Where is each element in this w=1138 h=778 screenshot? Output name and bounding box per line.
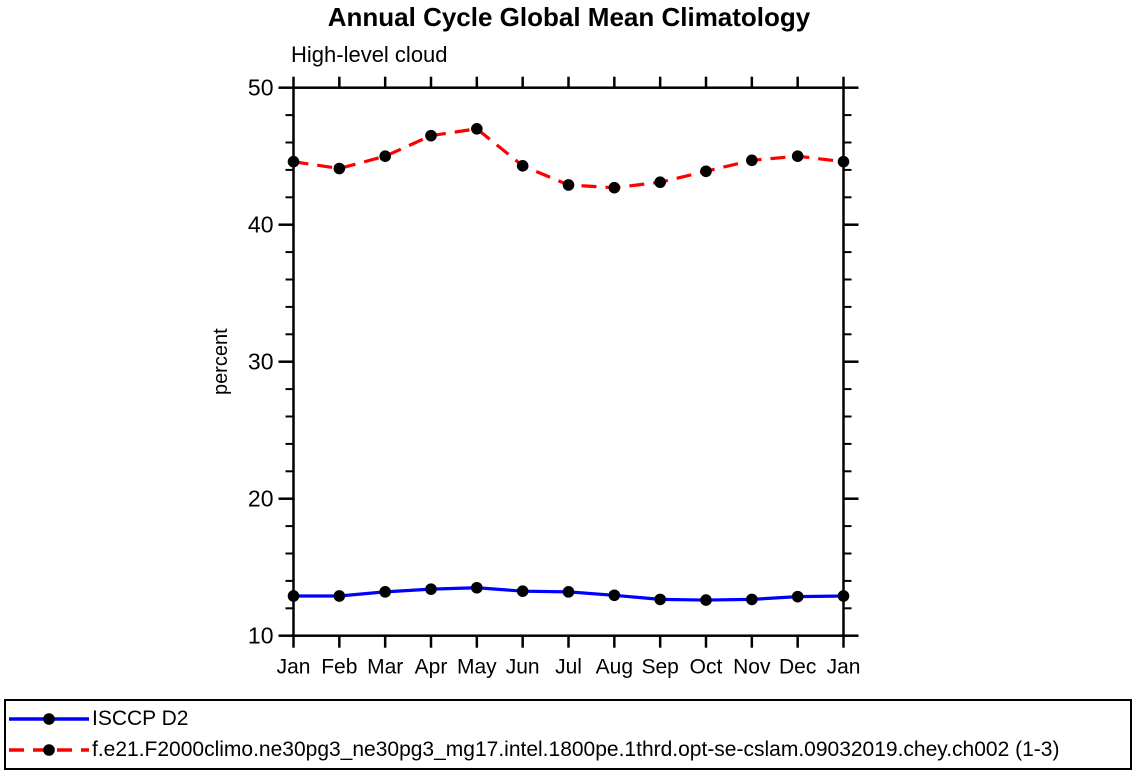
- data-point: [791, 590, 804, 603]
- legend-item-model: f.e21.F2000climo.ne30pg3_ne30pg3_mg17.in…: [6, 736, 1130, 764]
- x-tick-label: Sep: [641, 656, 678, 679]
- x-tick-label: Apr: [415, 656, 448, 679]
- data-point: [700, 165, 712, 178]
- legend-label-model: f.e21.F2000climo.ne30pg3_ne30pg3_mg17.in…: [92, 738, 1060, 762]
- y-axis-label: percent: [210, 328, 232, 395]
- data-point: [333, 590, 346, 602]
- data-point: [700, 594, 712, 606]
- y-tick-label: 20: [248, 486, 274, 512]
- x-tick-label: May: [457, 656, 497, 679]
- data-point: [287, 590, 300, 602]
- plot-area: 10 20 30 40 50 Jan Feb Mar Apr May Jun Jul Aug Sep Oct…: [210, 75, 861, 679]
- data-point: [379, 586, 391, 598]
- series-line-1: [293, 127, 844, 190]
- data-point: [516, 585, 529, 597]
- plot-frame: [292, 86, 845, 637]
- x-tick-label: Mar: [367, 656, 403, 679]
- legend-marker-dot-icon: [43, 744, 55, 757]
- x-tick-label: Jun: [506, 656, 540, 679]
- data-point: [746, 593, 758, 606]
- data-point: [562, 586, 575, 598]
- legend-box: ISCCP D2 f.e21.F2000climo.ne30pg3_ne30pg…: [4, 699, 1132, 770]
- chart-title: Annual Cycle Global Mean Climatology: [327, 2, 811, 32]
- data-point: [287, 155, 300, 168]
- data-point: [654, 176, 666, 189]
- x-tick-label: Jan: [827, 656, 861, 679]
- y-tick-label: 40: [248, 212, 274, 238]
- data-point: [425, 129, 437, 142]
- chart-subtitle: High-level cloud: [291, 42, 448, 67]
- data-point: [333, 162, 346, 175]
- data-point: [562, 179, 575, 191]
- x-tick-label: Nov: [733, 656, 771, 679]
- x-tick-label: Aug: [596, 656, 633, 679]
- legend-label-obs: ISCCP D2: [92, 706, 189, 730]
- data-point: [608, 181, 621, 194]
- x-tick-label: Feb: [321, 656, 357, 679]
- data-point: [471, 123, 483, 135]
- legend-sample-solid-line-icon: [9, 712, 89, 725]
- legend-marker-dot-icon: [43, 712, 55, 725]
- data-point: [837, 590, 850, 602]
- x-tick-label: Jul: [555, 656, 582, 679]
- x-tick-label: Dec: [779, 656, 816, 679]
- data-point: [471, 581, 483, 594]
- data-point: [608, 589, 621, 602]
- data-point: [791, 150, 804, 162]
- x-tick-label: Oct: [690, 656, 723, 679]
- data-point: [379, 150, 391, 162]
- data-point: [746, 154, 758, 167]
- data-point: [837, 155, 850, 168]
- data-point: [516, 159, 529, 172]
- x-tick-label: Jan: [277, 656, 311, 679]
- data-point: [654, 593, 666, 606]
- y-tick-label: 10: [248, 623, 274, 649]
- data-point: [425, 583, 437, 595]
- y-tick-label: 30: [248, 349, 274, 375]
- legend-item-obs: ISCCP D2: [6, 705, 1130, 733]
- y-tick-label: 50: [248, 75, 274, 101]
- legend-sample-dashed-line-icon: [9, 744, 89, 757]
